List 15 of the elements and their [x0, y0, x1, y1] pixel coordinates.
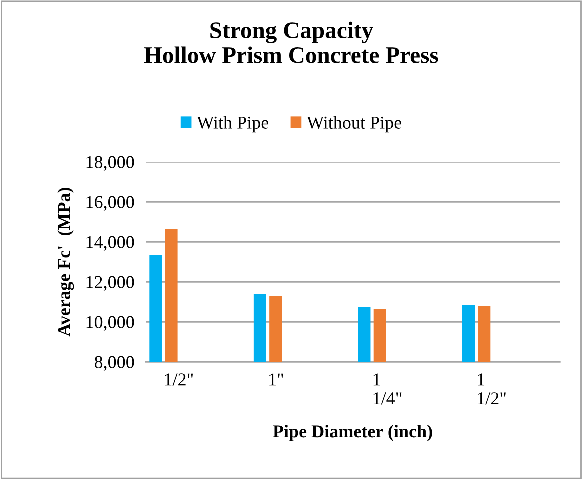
chart-title: Strong Capacity Hollow Prism Concrete Press — [144, 22, 438, 64]
x-tick-label: 1 1/2" — [478, 374, 506, 405]
x-axis-title: Pipe Diameter (inch) — [273, 425, 432, 442]
y-tick-label: 8,000 — [94, 356, 134, 372]
y-tick-label: 16,000 — [86, 196, 134, 212]
x-tick-label: 1 1/4" — [374, 374, 402, 405]
legend-label: Without Pipe — [307, 116, 402, 133]
x-tick-label: 1/2" — [165, 374, 194, 386]
y-tick-label: 12,000 — [86, 276, 134, 292]
y-tick-label: 18,000 — [86, 156, 134, 172]
y-tick-label: 14,000 — [86, 236, 134, 252]
legend-label: With Pipe — [197, 116, 269, 133]
x-tick-label: 1" — [270, 374, 284, 386]
y-axis-title: Average Fc' (MPa) — [58, 188, 74, 337]
y-tick-label: 10,000 — [86, 316, 134, 332]
